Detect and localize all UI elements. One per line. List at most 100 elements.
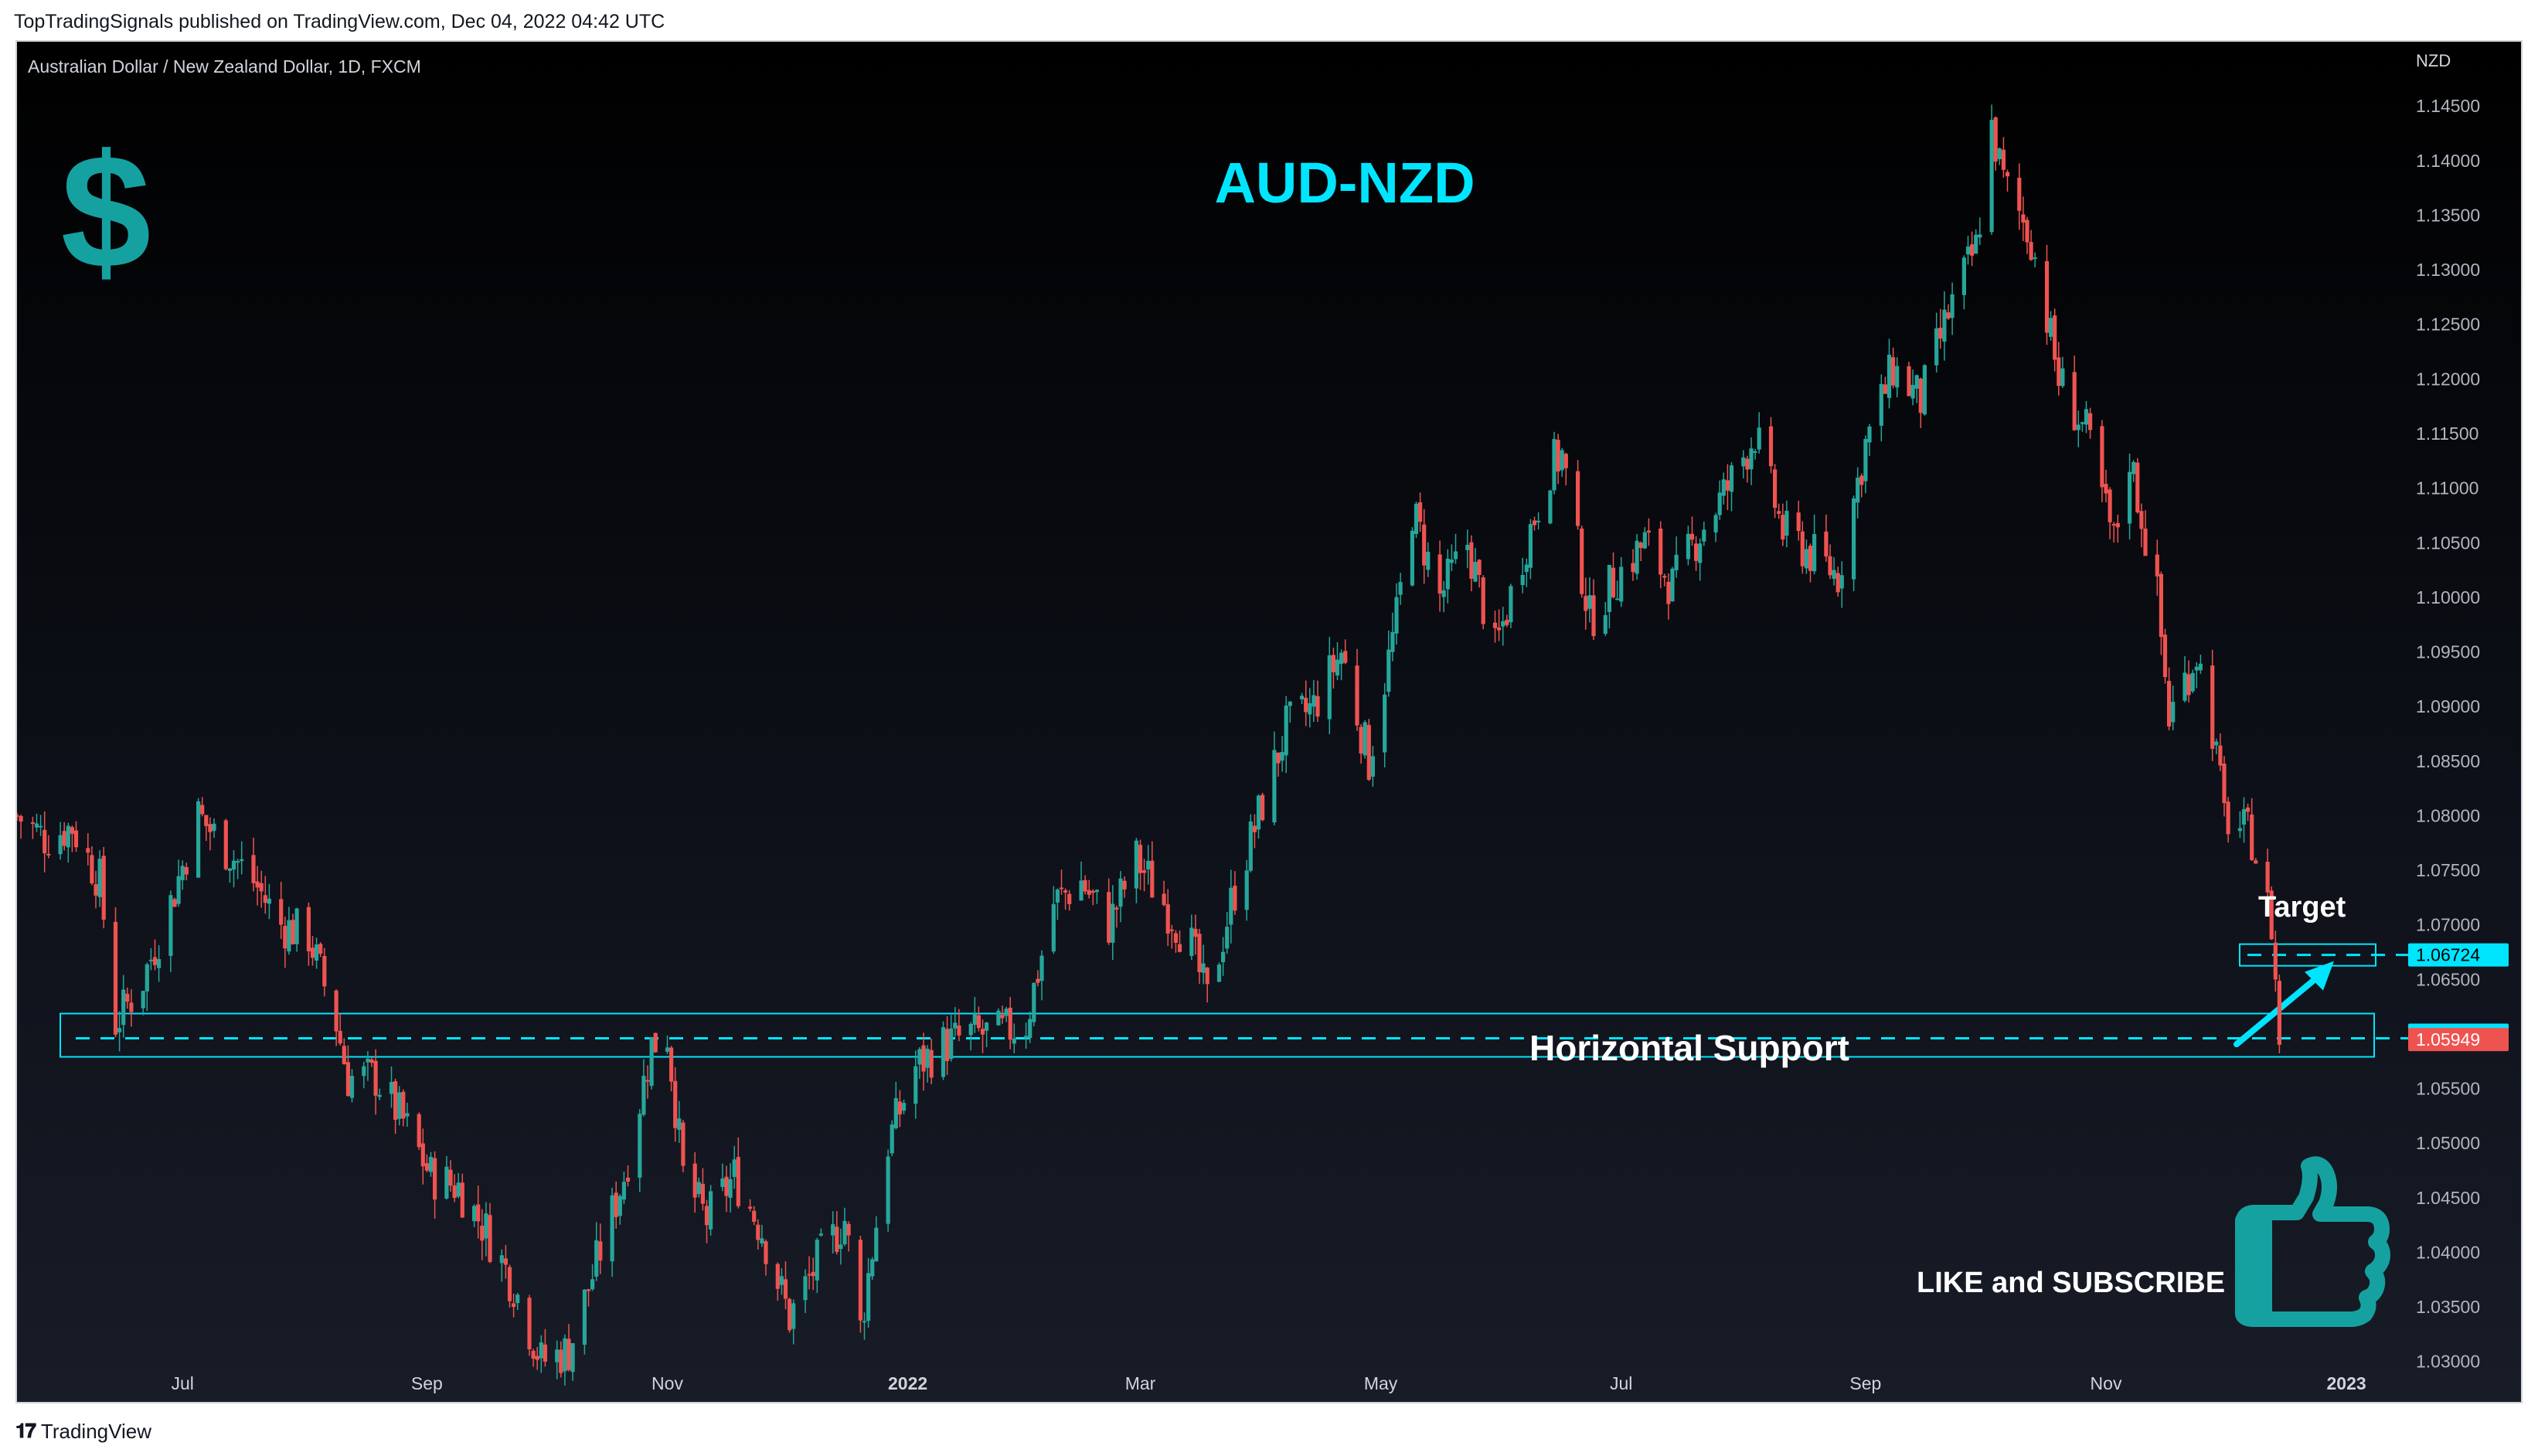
candle [1312, 679, 1316, 723]
candle [815, 1237, 819, 1294]
candle-body [2044, 260, 2050, 333]
candle [1666, 573, 1671, 620]
candle [555, 1340, 560, 1379]
candle-body [2194, 666, 2199, 671]
candle [996, 1008, 1001, 1026]
candle-body [996, 1010, 1001, 1026]
candle-body [2218, 745, 2223, 766]
candle-body [1441, 590, 1446, 597]
candle-body [279, 899, 284, 925]
candle [334, 989, 339, 1046]
candle [527, 1294, 532, 1356]
candle [1169, 924, 1174, 949]
candle-body [886, 1156, 890, 1224]
candle [1520, 557, 1525, 594]
candle [1193, 914, 1198, 955]
candle [1879, 374, 1883, 442]
price-tick-label: 1.11500 [2416, 424, 2478, 444]
candle-body [263, 895, 267, 903]
candle-body [180, 866, 185, 880]
symbol-legend[interactable]: Australian Dollar / New Zealand Dollar, … [28, 56, 421, 77]
thumbs-up-icon[interactable] [2235, 1156, 2390, 1327]
candle [2226, 797, 2230, 843]
candle [1891, 347, 1896, 389]
candle [2269, 886, 2274, 941]
candle [34, 813, 39, 832]
candle-body [1532, 520, 1537, 526]
candle-body [512, 1303, 516, 1308]
candle-body [1248, 821, 1253, 871]
candle-body [2100, 426, 2104, 488]
candle [1828, 544, 1832, 580]
candle [2218, 733, 2223, 771]
candle-body [614, 1192, 618, 1217]
candle [1965, 236, 1971, 265]
candle [2159, 571, 2163, 655]
candle [1453, 533, 1458, 564]
candle [121, 975, 126, 1038]
candle [1907, 362, 1911, 396]
candle [649, 1036, 654, 1090]
candle-body [1942, 309, 1947, 342]
candle-body [1394, 597, 1399, 634]
candle-body [366, 1058, 370, 1063]
candle-body [1260, 794, 1265, 821]
candle-body [1122, 880, 1127, 890]
candle [1886, 338, 1892, 409]
candle [1950, 282, 1955, 335]
candle [1852, 495, 1856, 592]
candle-body [338, 1030, 342, 1044]
candle-body [2190, 672, 2195, 692]
candle-body [1146, 860, 1151, 870]
candle-body [1142, 870, 1147, 873]
candle-body [476, 1204, 481, 1222]
candle [2131, 460, 2136, 482]
candle-body [1304, 697, 1308, 713]
candle-body [1536, 520, 1541, 522]
candle [586, 1288, 591, 1307]
chart-panel[interactable]: 1.14500 1.14000 1.13500 1.13000 1.12500 1.120… [15, 40, 2523, 1403]
candle-body [1272, 750, 1277, 823]
candle [890, 1120, 894, 1157]
candle [2001, 137, 2006, 178]
candle-body [141, 991, 145, 1009]
candle-body [1548, 490, 1553, 524]
candle [369, 1057, 374, 1067]
candle [720, 1163, 725, 1192]
candle [1745, 455, 1750, 483]
candle-body [1225, 927, 1230, 949]
candle [807, 1256, 811, 1290]
candle [1835, 566, 1840, 597]
candle [2104, 469, 2108, 503]
candle [1288, 701, 1292, 723]
candle-body [1832, 570, 1836, 579]
candle-body [1327, 655, 1332, 719]
candle-body [709, 1191, 713, 1230]
price-tick-label: 1.04000 [2416, 1242, 2480, 1262]
candle-body [1556, 440, 1560, 472]
candle-body [1615, 598, 1620, 600]
candle-body [1824, 531, 1829, 557]
candle [2108, 487, 2112, 539]
candle-body [752, 1210, 757, 1222]
candle-body [1162, 893, 1166, 905]
candle-body [1611, 567, 1616, 597]
candle-body [1883, 384, 1887, 394]
candle [2080, 421, 2084, 432]
candle-body [807, 1274, 811, 1276]
candle [1607, 564, 1611, 629]
candle [1552, 431, 1556, 495]
candle [582, 1289, 587, 1355]
candle [645, 1065, 650, 1099]
candle-body [401, 1091, 406, 1119]
candle [39, 815, 43, 836]
price-chart[interactable]: 1.14500 1.14000 1.13500 1.13000 1.12500 1.120… [17, 42, 2521, 1402]
candle-body [306, 907, 311, 951]
candle [2033, 252, 2037, 267]
candle-body [2088, 413, 2093, 430]
candle [1445, 549, 1450, 604]
candle-body [1552, 439, 1556, 491]
candle [94, 870, 98, 909]
candle-body [1910, 385, 1915, 399]
